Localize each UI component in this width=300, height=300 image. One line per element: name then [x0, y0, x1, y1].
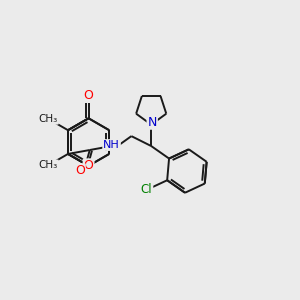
Text: O: O [84, 159, 94, 172]
Text: Cl: Cl [141, 183, 152, 196]
Text: CH₃: CH₃ [39, 114, 58, 124]
Text: O: O [84, 89, 94, 102]
Text: CH₃: CH₃ [39, 160, 58, 170]
Text: N: N [148, 116, 157, 129]
Text: NH: NH [103, 140, 120, 150]
Text: O: O [75, 164, 85, 177]
